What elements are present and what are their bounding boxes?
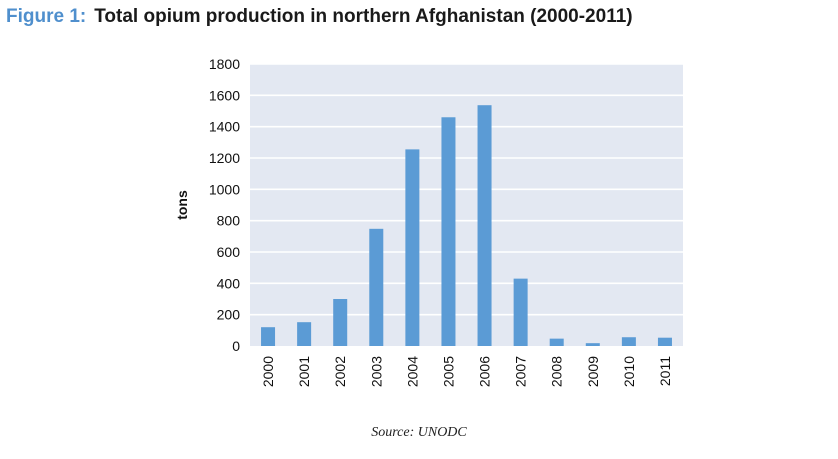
bar-2001 [297,322,312,346]
y-tick-label: 1000 [209,181,240,197]
x-tick-label-2009: 2009 [585,356,601,387]
bar-2007 [513,278,528,346]
x-tick-label-2003: 2003 [368,356,384,387]
y-tick-label: 200 [217,307,241,323]
figure-title: Figure 1: Total opium production in north… [6,4,633,30]
figure-label: Figure 1: [6,6,87,27]
bar-2006 [477,105,492,346]
x-tick-label-2011: 2011 [657,356,673,386]
x-tick-labels: 2000 2001 2002 2003 2004 2005 2006 2007 2008 2009… [260,356,673,387]
bar-2008 [549,338,564,346]
x-tick-label-2005: 2005 [440,356,456,387]
bar-2003 [369,228,384,346]
source-note: Source: UNODC [371,425,467,440]
x-tick-label-2006: 2006 [477,356,493,387]
y-tick-label: 1400 [209,119,240,135]
y-tick-label: 400 [217,275,241,291]
y-tick-label: 1800 [209,56,240,72]
y-tick-label: 0 [232,338,240,354]
x-tick-label-2002: 2002 [332,356,348,387]
x-tick-label-2010: 2010 [621,356,637,387]
y-tick-label: 1200 [209,150,240,166]
x-tick-label-2007: 2007 [513,356,529,387]
figure-title-text: Total opium production in northern Afgha… [94,6,633,27]
bar-2004 [405,149,420,346]
bars [261,105,672,347]
x-tick-label-2008: 2008 [549,356,565,387]
gridlines [250,63,683,316]
bar-2009 [585,343,600,346]
y-tick-label: 600 [217,244,241,260]
bar-2002 [333,299,348,346]
plot-area [250,64,683,346]
y-tick-label: 800 [217,213,241,229]
bar-2005 [441,117,456,347]
x-tick-label-2000: 2000 [260,356,276,387]
y-axis-label: tons [174,190,190,220]
bar-2011 [657,337,672,346]
y-tick-labels: 0 200 400 600 800 1000 1200 1400 1600 1800 [209,56,240,354]
x-tick-label-2001: 2001 [296,356,312,387]
x-tick-label-2004: 2004 [404,356,420,387]
y-tick-label: 1600 [209,87,240,103]
bar-2010 [621,337,636,346]
bar-2000 [261,327,276,346]
